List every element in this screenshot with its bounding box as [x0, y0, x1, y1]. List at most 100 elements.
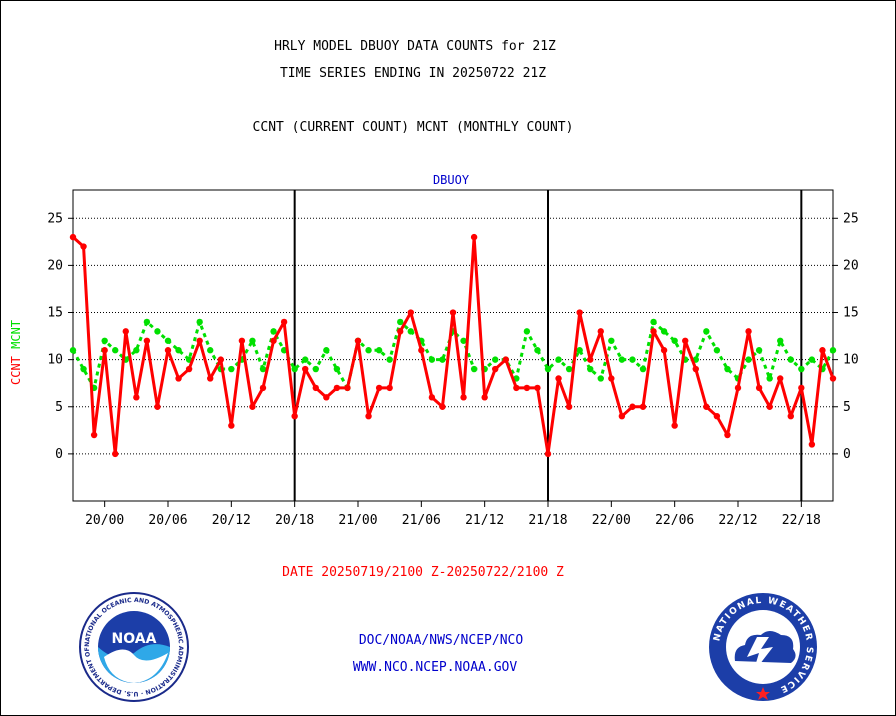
x-tick-label: 22/06 [655, 513, 694, 528]
data-point-ccnt [207, 375, 214, 382]
data-point-ccnt [69, 233, 77, 241]
data-point-mcnt [302, 356, 309, 363]
data-point-ccnt [175, 375, 182, 382]
x-tick-label: 20/00 [85, 513, 124, 528]
data-point-mcnt [164, 337, 172, 344]
data-point-ccnt [481, 394, 488, 401]
y-axis-label-ccnt: CCNT [9, 349, 23, 385]
data-point-mcnt [259, 365, 267, 373]
data-point-mcnt [650, 318, 657, 326]
data-point-ccnt [808, 441, 816, 448]
y-tick-label-left: 0 [55, 447, 63, 462]
data-point-ccnt [333, 384, 341, 392]
data-point-ccnt [90, 431, 98, 439]
y-tick-label-left: 10 [47, 353, 63, 368]
data-point-mcnt [639, 365, 647, 373]
data-point-ccnt [798, 384, 805, 392]
data-point-mcnt [629, 356, 636, 363]
data-point-mcnt [565, 365, 573, 373]
data-point-ccnt [492, 365, 499, 373]
data-point-ccnt [502, 356, 509, 363]
data-point-ccnt [217, 356, 224, 363]
data-point-mcnt [133, 347, 140, 354]
data-point-mcnt [80, 365, 87, 373]
x-tick-label: 21/06 [402, 513, 441, 528]
data-point-mcnt [460, 337, 467, 344]
data-point-mcnt [544, 365, 552, 373]
data-point-ccnt [80, 243, 87, 250]
x-tick-label: 21/00 [338, 513, 377, 528]
data-point-mcnt [492, 356, 499, 363]
data-point-ccnt [164, 347, 172, 354]
data-point-mcnt [397, 318, 404, 326]
data-point-ccnt [185, 365, 193, 373]
noaa-logo-text: NOAA [112, 631, 157, 647]
data-point-mcnt [523, 328, 531, 335]
data-point-ccnt [228, 422, 235, 429]
data-point-mcnt [755, 347, 763, 354]
data-point-mcnt [333, 365, 341, 373]
data-point-mcnt [69, 347, 77, 354]
data-point-ccnt [534, 384, 541, 392]
chart-subtitle-dbuoy: DBUOY [433, 173, 470, 187]
data-point-ccnt [428, 394, 436, 401]
data-point-ccnt [312, 384, 319, 392]
data-point-ccnt [323, 394, 330, 401]
x-tick-label: 20/18 [275, 513, 314, 528]
y-tick-label-right: 10 [843, 353, 859, 368]
data-point-mcnt [671, 337, 678, 344]
data-point-ccnt [660, 347, 668, 354]
data-point-mcnt [703, 328, 710, 335]
data-point-ccnt [576, 309, 583, 316]
chart-title-line2: TIME SERIES ENDING IN 20250722 21Z [279, 66, 547, 81]
data-point-ccnt [270, 337, 277, 344]
data-point-ccnt [101, 347, 108, 354]
series-line-ccnt [72, 235, 835, 456]
y-tick-label-left: 15 [47, 306, 63, 321]
data-point-ccnt [650, 328, 657, 335]
data-point-mcnt [270, 328, 277, 335]
chart-title-line1: HRLY MODEL DBUOY DATA COUNTS for 21Z [274, 39, 556, 54]
data-point-ccnt [460, 394, 467, 401]
data-point-ccnt [375, 384, 383, 392]
data-point-ccnt [365, 412, 372, 420]
data-point-mcnt [470, 365, 478, 373]
data-point-ccnt [618, 412, 626, 420]
data-point-ccnt [418, 347, 425, 354]
data-point-ccnt [523, 384, 531, 392]
y-axis-label-mcnt: MCNT [9, 320, 23, 349]
y-tick-label-right: 15 [843, 306, 859, 321]
data-point-ccnt [112, 450, 119, 458]
data-point-mcnt [618, 356, 626, 363]
data-point-ccnt [439, 403, 446, 410]
data-point-ccnt [397, 328, 404, 335]
y-tick-label-right: 20 [843, 258, 859, 273]
data-point-mcnt [798, 365, 805, 373]
data-point-ccnt [608, 375, 615, 382]
data-point-ccnt [143, 337, 151, 344]
x-tick-label: 22/12 [718, 513, 757, 528]
data-point-ccnt [671, 422, 678, 429]
data-point-mcnt [724, 365, 731, 373]
data-point-mcnt [608, 337, 615, 344]
data-point-ccnt [682, 337, 689, 344]
data-point-ccnt [280, 318, 288, 326]
org-path-label: DOC/NOAA/NWS/NCEP/NCO [358, 633, 524, 648]
data-point-ccnt [755, 384, 763, 392]
data-point-mcnt [766, 375, 773, 382]
y-tick-label-left: 25 [47, 211, 63, 226]
website-link[interactable]: WWW.NCO.NCEP.NOAA.GOV [352, 660, 518, 675]
data-point-ccnt [470, 233, 478, 241]
data-point-mcnt [291, 365, 298, 373]
y-tick-label-left: 20 [47, 258, 63, 273]
data-point-mcnt [587, 365, 594, 373]
data-point-ccnt [354, 337, 362, 344]
x-tick-label: 21/18 [528, 513, 567, 528]
x-tick-label: 22/00 [592, 513, 631, 528]
data-point-mcnt [439, 356, 446, 363]
data-point-ccnt [734, 384, 742, 392]
data-point-ccnt [829, 375, 837, 382]
data-point-mcnt [154, 328, 161, 335]
x-tick-label: 21/12 [465, 513, 504, 528]
